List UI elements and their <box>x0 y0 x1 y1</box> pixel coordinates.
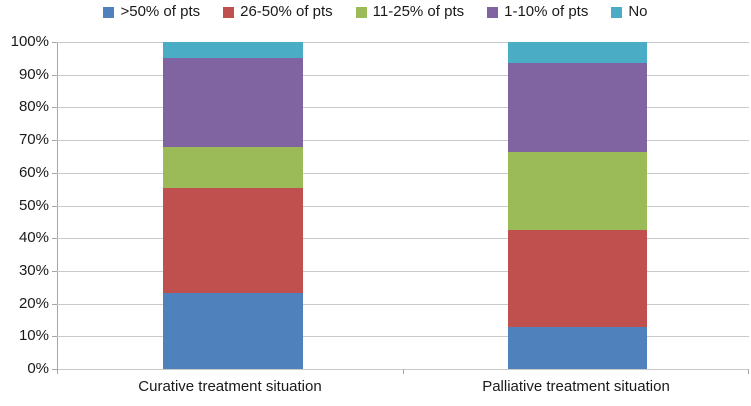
legend-swatch-icon <box>355 6 367 18</box>
legend-item-1: 26-50% of pts <box>223 3 333 21</box>
bar-1-segment-0 <box>508 327 647 369</box>
legend-item-0: >50% of pts <box>103 3 200 21</box>
gridline <box>57 336 749 337</box>
bar-0-segment-3 <box>163 58 303 148</box>
bar-1-segment-1 <box>508 229 647 328</box>
chart-legend: >50% of pts 26-50% of pts 11-25% of pts 1-1… <box>0 3 751 21</box>
y-tick-mark <box>52 75 57 76</box>
y-tick-mark <box>52 140 57 141</box>
y-tick-mark <box>52 238 57 239</box>
y-tick-mark <box>52 369 57 370</box>
gridline <box>57 173 749 174</box>
y-tick-label: 30% <box>18 262 49 279</box>
y-tick-label: 90% <box>18 66 49 83</box>
y-tick-mark <box>52 107 57 108</box>
gridline <box>57 271 749 272</box>
y-tick-label: 100% <box>10 33 49 50</box>
y-tick-mark <box>52 304 57 305</box>
gridline <box>57 238 749 239</box>
bar-0-segment-1 <box>163 188 303 294</box>
legend-label: >50% of pts <box>120 3 201 20</box>
x-axis-label-1: Palliative treatment situation <box>482 378 670 395</box>
y-tick-mark <box>52 173 57 174</box>
bar-1 <box>508 42 647 369</box>
y-tick-label: 20% <box>18 295 49 312</box>
legend-label: 1-10% of pts <box>504 3 589 20</box>
legend-swatch-icon <box>223 6 235 18</box>
y-tick-mark <box>52 271 57 272</box>
bar-1-segment-3 <box>508 62 647 153</box>
y-tick-mark <box>52 42 57 43</box>
bar-0 <box>163 42 303 369</box>
x-tick-mark <box>748 369 749 374</box>
gridline <box>57 75 749 76</box>
y-tick-label: 70% <box>18 131 49 148</box>
y-tick-label: 40% <box>18 229 49 246</box>
x-tick-mark <box>57 369 58 374</box>
legend-item-2: 11-25% of pts <box>355 3 465 21</box>
legend-item-3: 1-10% of pts <box>487 3 588 21</box>
bar-1-segment-2 <box>508 152 647 230</box>
y-tick-label: 10% <box>18 327 49 344</box>
gridline <box>57 206 749 207</box>
gridline <box>57 140 749 141</box>
y-tick-label: 0% <box>27 360 49 377</box>
gridline <box>57 42 749 43</box>
y-tick-mark <box>52 336 57 337</box>
bar-1-segment-4 <box>508 42 647 63</box>
x-tick-mark <box>403 369 404 374</box>
legend-swatch-icon <box>103 6 115 18</box>
legend-swatch-icon <box>487 6 499 18</box>
x-axis-label-0: Curative treatment situation <box>138 378 322 395</box>
legend-label: No <box>628 3 648 20</box>
gridline <box>57 304 749 305</box>
y-tick-mark <box>52 206 57 207</box>
gridline <box>57 107 749 108</box>
bar-0-segment-0 <box>163 293 303 369</box>
bar-0-segment-2 <box>163 147 303 189</box>
legend-item-4: No <box>611 3 648 21</box>
y-tick-label: 60% <box>18 164 49 181</box>
y-tick-label: 80% <box>18 98 49 115</box>
legend-label: 26-50% of pts <box>240 3 333 20</box>
legend-swatch-icon <box>611 6 623 18</box>
legend-label: 11-25% of pts <box>372 3 465 20</box>
plot-area <box>57 42 749 370</box>
bar-0-segment-4 <box>163 42 303 59</box>
y-tick-label: 50% <box>18 197 49 214</box>
